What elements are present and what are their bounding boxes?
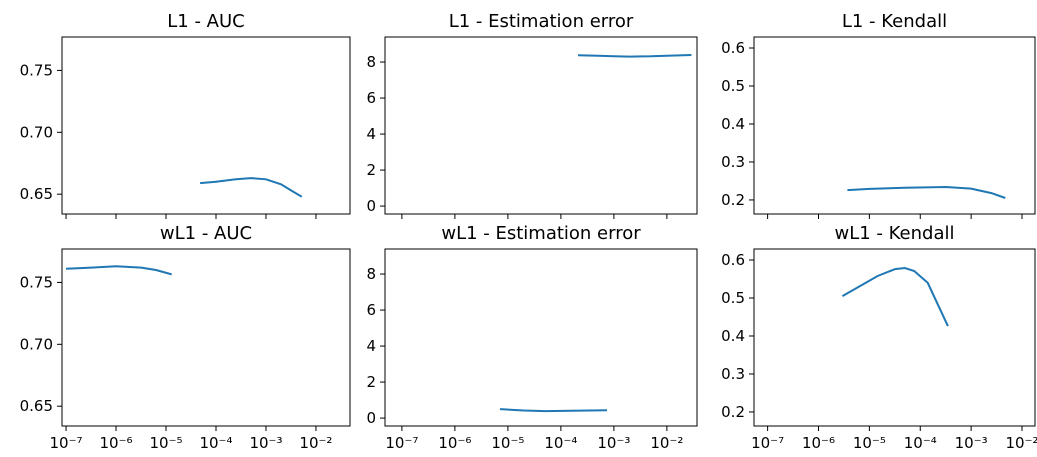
y-tick-label: 4 (366, 337, 376, 355)
y-tick-label: 0.65 (20, 185, 53, 203)
y-tick-label: 0.4 (721, 115, 745, 133)
y-tick-label: 2 (366, 161, 376, 179)
y-tick-label: 8 (366, 265, 376, 283)
x-tick-label: 10⁻⁷ (385, 434, 418, 452)
x-tick-label: 10⁻⁵ (149, 434, 182, 452)
x-tick-label: 10⁻⁶ (802, 434, 835, 452)
y-tick-label: 0.6 (721, 39, 745, 57)
x-tick-label: 10⁻³ (955, 434, 988, 452)
data-line (200, 177, 303, 198)
chart-title: L1 - AUC (167, 11, 244, 32)
y-tick-label: 0.2 (721, 191, 745, 209)
y-tick-label: 2 (366, 373, 376, 391)
y-tick-label: 0 (366, 409, 376, 427)
axes-frame (753, 36, 1036, 215)
y-tick-label: 6 (366, 301, 376, 319)
data-line (847, 185, 1006, 199)
y-tick-label: 0.6 (721, 251, 745, 269)
x-tick-label: 10⁻² (650, 434, 683, 452)
y-tick-label: 0 (366, 197, 376, 215)
y-tick-label: 0.5 (721, 289, 745, 307)
y-tick-label: 6 (366, 89, 376, 107)
data-line (499, 408, 608, 413)
data-line (65, 265, 172, 276)
chart-title: wL1 - Estimation error (441, 223, 641, 244)
x-tick-label: 10⁻³ (249, 434, 282, 452)
x-tick-label: 10⁻² (1005, 434, 1037, 452)
x-tick-label: 10⁻² (299, 434, 332, 452)
x-tick-label: 10⁻⁵ (853, 434, 886, 452)
y-tick-label: 0.5 (721, 77, 745, 95)
x-tick-label: 10⁻⁶ (100, 434, 133, 452)
x-tick-label: 10⁻⁷ (50, 434, 83, 452)
y-tick-label: 0.3 (721, 153, 745, 171)
chart-title: L1 - Estimation error (449, 11, 634, 32)
y-tick-label: 0.2 (721, 403, 745, 421)
axes-frame (384, 36, 698, 215)
y-tick-label: 0.70 (20, 335, 53, 353)
chart-title: wL1 - Kendall (835, 223, 955, 244)
y-tick-label: 4 (366, 125, 376, 143)
chart-title: L1 - Kendall (842, 11, 947, 32)
axes-frame (61, 248, 351, 427)
y-tick-label: 0.3 (721, 365, 745, 383)
y-tick-label: 0.4 (721, 327, 745, 345)
x-tick-label: 10⁻⁴ (199, 434, 232, 452)
x-tick-label: 10⁻⁴ (904, 434, 937, 452)
axes-frame (384, 248, 698, 427)
data-line (841, 266, 949, 327)
y-tick-label: 8 (366, 53, 376, 71)
x-tick-label: 10⁻⁷ (751, 434, 784, 452)
y-tick-label: 0.75 (20, 273, 53, 291)
chart-title: wL1 - AUC (160, 223, 252, 244)
data-line (577, 54, 692, 58)
y-tick-label: 0.75 (20, 61, 53, 79)
x-tick-label: 10⁻⁶ (438, 434, 471, 452)
axes-frame (61, 36, 351, 215)
x-tick-label: 10⁻³ (597, 434, 630, 452)
axes-frame (753, 248, 1036, 427)
x-tick-label: 10⁻⁵ (491, 434, 524, 452)
x-tick-label: 10⁻⁴ (544, 434, 577, 452)
y-tick-label: 0.65 (20, 397, 53, 415)
y-tick-label: 0.70 (20, 123, 53, 141)
